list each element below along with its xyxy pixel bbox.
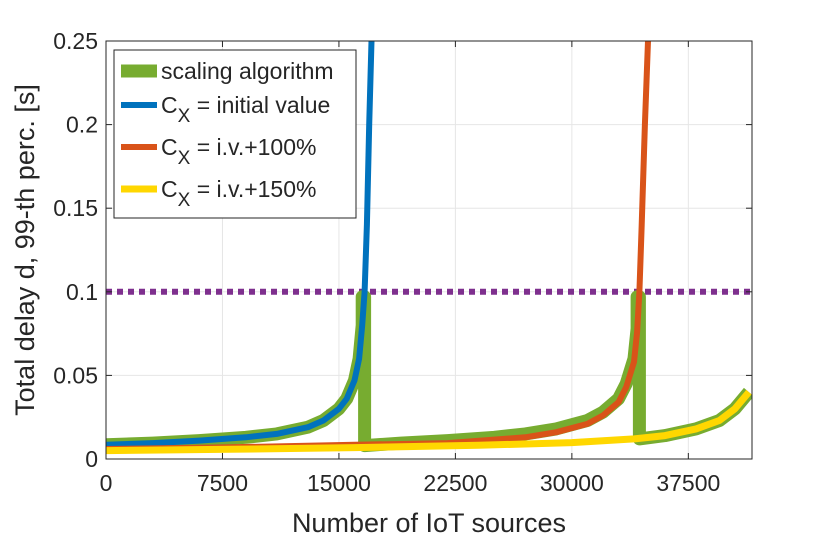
x-tick-label: 37500 <box>656 470 720 496</box>
legend: scaling algorithm CX = initial value CX = … <box>113 49 357 219</box>
y-tick-label: 0.2 <box>66 112 98 138</box>
y-tick-label: 0.15 <box>53 195 98 221</box>
legend-label-1: scaling algorithm <box>161 58 334 84</box>
x-tick-label: 0 <box>100 470 113 496</box>
y-tick-label: 0.05 <box>53 362 98 388</box>
plot-frame <box>105 40 753 460</box>
series-line-2 <box>106 41 375 448</box>
legend-label-2: CX = initial value <box>161 92 330 127</box>
y-tick-label: 0 <box>85 446 98 472</box>
x-tick-label: 30000 <box>540 470 604 496</box>
legend-label-3: CX = i.v.+100% <box>161 134 316 169</box>
x-tick-label: 15000 <box>307 470 371 496</box>
legend-label-4: CX = i.v.+150% <box>161 176 316 211</box>
x-tick-label: 7500 <box>197 470 248 496</box>
x-tick-label: 22500 <box>423 470 487 496</box>
y-tick-label: 0.1 <box>66 279 98 305</box>
series-layer <box>106 41 752 455</box>
x-axis-label: Number of IoT sources <box>292 508 566 538</box>
y-tick-label: 0.25 <box>53 28 98 54</box>
y-axis-label: Total delay d, 99-th perc. [s] <box>10 84 40 416</box>
tick-layer: 0 7500 15000 22500 30000 37500 0 0.05 0.1 0.15 0.2… <box>53 28 752 496</box>
series-line-4 <box>106 389 752 455</box>
